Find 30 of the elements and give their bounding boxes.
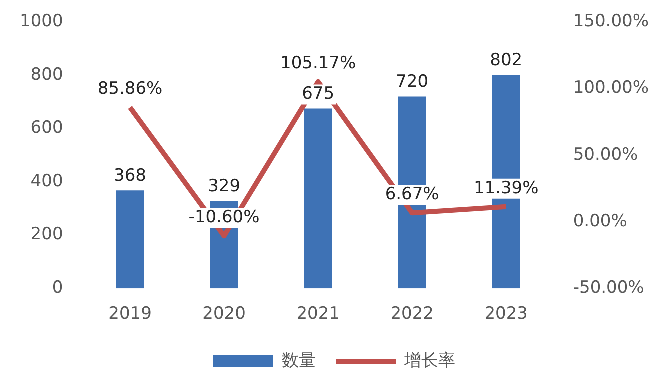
- data-label: 105.17%: [280, 53, 356, 74]
- y-tick-label: 200: [30, 224, 64, 245]
- data-label: 720: [396, 72, 429, 92]
- data-label: 11.39%: [474, 178, 539, 198]
- data-label: 6.67%: [385, 184, 440, 205]
- y-tick-label: 1000: [20, 12, 64, 32]
- data-label: 329: [208, 176, 241, 196]
- legend-label: 数量: [282, 350, 316, 371]
- data-label: 85.86%: [98, 79, 163, 100]
- data-label: 675: [302, 84, 335, 104]
- y2-tick-label: 0.00%: [573, 211, 628, 232]
- y2-tick-label: 50.00%: [573, 144, 638, 165]
- legend-label: 增长率: [404, 350, 456, 371]
- x-tick-label: 2019: [108, 304, 152, 324]
- y-tick-label: 400: [30, 171, 64, 192]
- data-label: -10.60%: [188, 208, 260, 228]
- data-label: 368: [114, 166, 146, 186]
- y2-tick-label: 150.00%: [573, 12, 650, 32]
- y2-tick-label: -50.00%: [573, 278, 644, 298]
- y-tick-label: 0: [52, 278, 64, 298]
- x-tick-label: 2022: [390, 304, 434, 324]
- x-tick-label: 2021: [296, 304, 340, 324]
- x-tick-label: 2020: [202, 304, 246, 324]
- data-label: 802: [490, 50, 523, 70]
- y-tick-label: 600: [30, 118, 64, 138]
- bar: [116, 190, 144, 289]
- y-tick-label: 800: [30, 64, 64, 85]
- bar: [304, 108, 332, 289]
- y2-tick-label: 100.00%: [573, 78, 650, 98]
- x-tick-label: 2023: [484, 304, 528, 324]
